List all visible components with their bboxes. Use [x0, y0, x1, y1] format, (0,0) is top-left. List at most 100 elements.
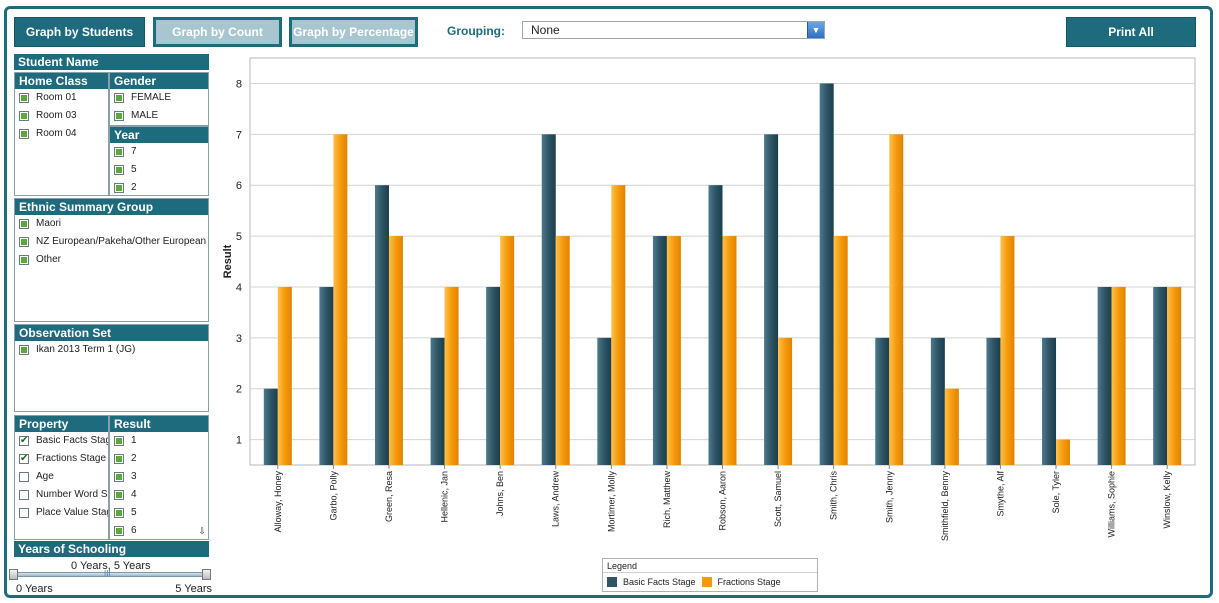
checkbox-icon[interactable]	[114, 508, 124, 518]
x-tick-label: Garbo, Polly	[328, 471, 338, 521]
graph-by-percentage-button[interactable]: Graph by Percentage	[289, 17, 418, 47]
checkbox-icon[interactable]	[19, 508, 29, 518]
property-item[interactable]: Age	[15, 468, 108, 486]
bar-basic-facts[interactable]	[1097, 286, 1112, 465]
bar-fractions[interactable]	[444, 286, 459, 465]
checkbox-icon[interactable]	[19, 345, 29, 355]
checkbox-icon[interactable]	[114, 111, 124, 121]
result-item[interactable]: 1	[110, 432, 208, 450]
bar-fractions[interactable]	[722, 236, 737, 465]
years-slider[interactable]: 0 Years, 5 Years III 0 Years 5 Years	[9, 560, 214, 596]
x-tick-label: Hellenic, Jan	[440, 471, 450, 523]
grouping-select[interactable]: None ▼	[522, 21, 825, 39]
gender-item[interactable]: MALE	[110, 107, 208, 125]
year-label: 7	[131, 146, 137, 157]
bar-fractions[interactable]	[500, 236, 515, 465]
bar-fractions[interactable]	[1056, 439, 1071, 465]
property-item[interactable]: ✔ Basic Facts Stage	[15, 432, 108, 450]
bar-basic-facts[interactable]	[430, 337, 445, 465]
bar-basic-facts[interactable]	[764, 134, 779, 465]
bar-basic-facts[interactable]	[597, 337, 612, 465]
bar-fractions[interactable]	[333, 134, 348, 465]
bar-basic-facts[interactable]	[986, 337, 1001, 465]
bar-basic-facts[interactable]	[486, 286, 501, 465]
year-label: 5	[131, 164, 137, 175]
result-item[interactable]: 3	[110, 468, 208, 486]
bar-basic-facts[interactable]	[652, 236, 667, 465]
checkbox-icon[interactable]	[19, 129, 29, 139]
checkbox-checked-icon[interactable]: ✔	[19, 453, 29, 464]
checkbox-icon[interactable]	[19, 111, 29, 121]
property-item[interactable]: ✔ Fractions Stage	[15, 450, 108, 468]
slider-grip-icon[interactable]: III	[104, 569, 111, 578]
bar-fractions[interactable]	[833, 236, 848, 465]
chevron-down-icon[interactable]: ▼	[807, 22, 824, 38]
scroll-down-icon[interactable]: ⇩	[198, 526, 206, 536]
slider-min-handle[interactable]	[9, 569, 18, 580]
result-item[interactable]: 6	[110, 522, 208, 540]
ethnic-item[interactable]: NZ European/Pakeha/Other European	[15, 233, 208, 251]
observation-item[interactable]: Ikan 2013 Term 1 (JG)	[15, 341, 208, 359]
year-item[interactable]: 7	[110, 143, 208, 161]
checkbox-icon[interactable]	[114, 526, 124, 536]
year-item[interactable]: 2	[110, 179, 208, 197]
bar-basic-facts[interactable]	[819, 83, 834, 465]
home-class-item[interactable]: Room 01	[15, 89, 108, 107]
home-class-item[interactable]: Room 03	[15, 107, 108, 125]
graph-by-count-button[interactable]: Graph by Count	[153, 17, 282, 47]
bar-fractions[interactable]	[611, 185, 626, 465]
checkbox-icon[interactable]	[114, 183, 124, 193]
checkbox-icon[interactable]	[19, 219, 29, 229]
result-item[interactable]: 5	[110, 504, 208, 522]
bar-basic-facts[interactable]	[541, 134, 556, 465]
bar-basic-facts[interactable]	[319, 286, 334, 465]
checkbox-icon[interactable]	[114, 165, 124, 175]
bar-fractions[interactable]	[944, 388, 959, 465]
home-class-item[interactable]: Room 04	[15, 125, 108, 143]
legend-label-fractions: Fractions Stage	[717, 577, 781, 587]
bar-fractions[interactable]	[1111, 286, 1126, 465]
checkbox-icon[interactable]	[19, 93, 29, 103]
result-item[interactable]: 4	[110, 486, 208, 504]
ethnic-item[interactable]: Other	[15, 251, 208, 269]
bar-basic-facts[interactable]	[875, 337, 890, 465]
bar-basic-facts[interactable]	[1042, 337, 1057, 465]
bar-basic-facts[interactable]	[263, 388, 278, 465]
checkbox-icon[interactable]	[114, 472, 124, 482]
property-item[interactable]: Place Value Stage	[15, 504, 108, 522]
gender-item[interactable]: FEMALE	[110, 89, 208, 107]
bar-basic-facts[interactable]	[1153, 286, 1168, 465]
checkbox-icon[interactable]	[19, 237, 29, 247]
slider-max-handle[interactable]	[202, 569, 211, 580]
bar-fractions[interactable]	[277, 286, 292, 465]
bar-fractions[interactable]	[889, 134, 904, 465]
bar-fractions[interactable]	[1167, 286, 1182, 465]
checkbox-icon[interactable]	[19, 490, 29, 500]
bar-fractions[interactable]	[388, 236, 403, 465]
slider-min-label: 0 Years	[16, 583, 53, 595]
bar-fractions[interactable]	[1000, 236, 1015, 465]
print-all-button[interactable]: Print All	[1066, 17, 1196, 47]
checkbox-checked-icon[interactable]: ✔	[19, 435, 29, 446]
property-item[interactable]: Number Word Sequence	[15, 486, 108, 504]
bar-fractions[interactable]	[555, 236, 570, 465]
bar-basic-facts[interactable]	[930, 337, 945, 465]
checkbox-icon[interactable]	[114, 93, 124, 103]
bar-basic-facts[interactable]	[708, 185, 723, 465]
result-item[interactable]: 2	[110, 450, 208, 468]
checkbox-icon[interactable]	[19, 255, 29, 265]
bar-fractions[interactable]	[666, 236, 681, 465]
checkbox-icon[interactable]	[114, 454, 124, 464]
year-item[interactable]: 5	[110, 161, 208, 179]
checkbox-icon[interactable]	[114, 147, 124, 157]
bar-basic-facts[interactable]	[374, 185, 389, 465]
ethnic-item[interactable]: Maori	[15, 215, 208, 233]
graph-by-students-button[interactable]: Graph by Students	[14, 17, 145, 47]
checkbox-icon[interactable]	[19, 472, 29, 482]
checkbox-icon[interactable]	[114, 436, 124, 446]
bar-fractions[interactable]	[778, 337, 793, 465]
student-name-title: Student Name	[14, 54, 209, 70]
checkbox-icon[interactable]	[114, 490, 124, 500]
x-tick-label: Sole, Tyler	[1051, 471, 1061, 513]
grouping-value: None	[531, 23, 560, 37]
